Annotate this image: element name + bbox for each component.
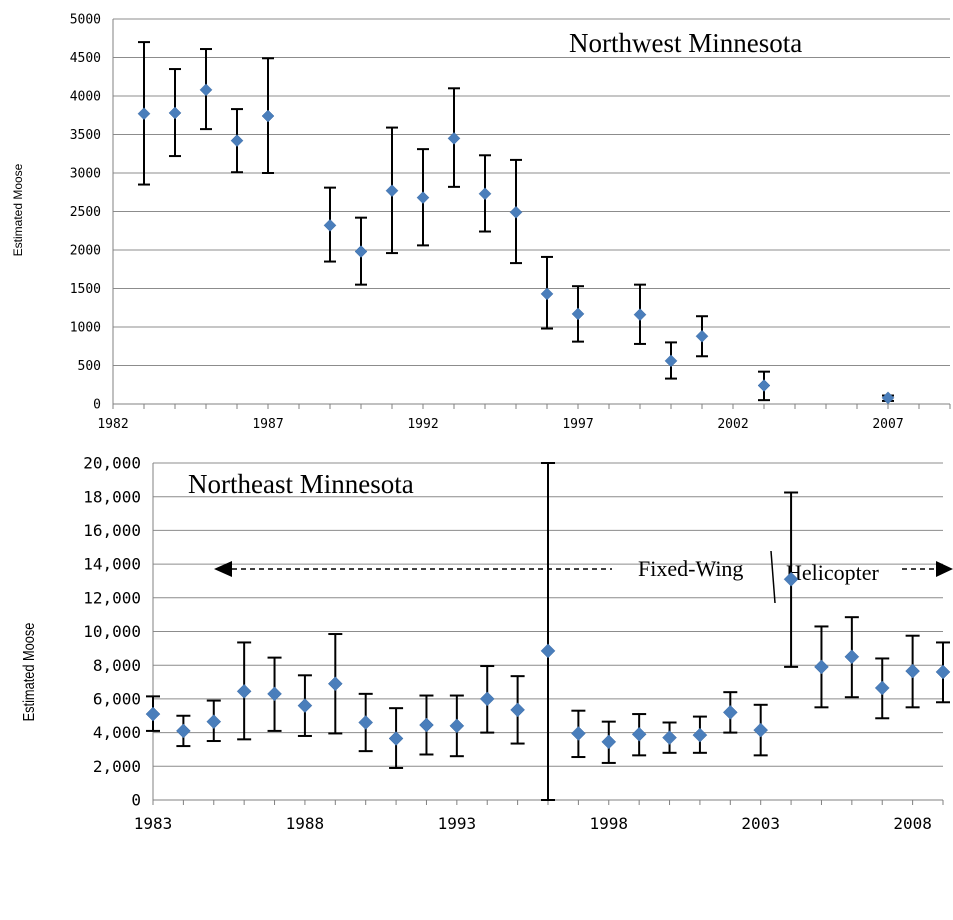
nw-data-point <box>509 205 523 219</box>
northwest-chart: 0 500 1000 1500 2000 2500 3000 3500 4000 4500 5000… <box>11 13 951 432</box>
ne-y-tick-label: 8,000 <box>93 656 141 675</box>
method-divider-line <box>770 550 776 604</box>
right-arrowhead <box>936 561 953 577</box>
nw-x-tick-labels: 1982 1987 1992 1997 2002 2007 <box>97 417 903 432</box>
ne-y-tick-label: 12,000 <box>83 588 141 607</box>
nw-data-point <box>757 379 771 392</box>
nw-x-tick-label: 1992 <box>407 417 438 432</box>
ne-y-tick-label: 14,000 <box>83 555 141 574</box>
nw-y-tick-label: 0 <box>93 398 101 413</box>
nw-data-point <box>137 107 151 121</box>
ne-y-tick-label: 0 <box>131 791 141 810</box>
fixed-wing-label: Fixed-Wing <box>638 556 743 581</box>
ne-y-tick-label: 4,000 <box>93 723 141 742</box>
nw-x-tick-label: 1982 <box>97 417 128 432</box>
ne-data-marks <box>145 462 951 801</box>
ne-data-point <box>510 702 525 718</box>
ne-survey-method-annotation: Fixed-Wing Helicopter <box>214 550 953 604</box>
nw-data-point <box>447 131 461 145</box>
ne-y-tick-label: 20,000 <box>83 454 141 473</box>
nw-data-point <box>354 245 368 258</box>
ne-data-point <box>571 726 586 741</box>
nw-y-tick-label: 3000 <box>70 167 101 182</box>
nw-data-point <box>571 307 585 321</box>
nw-y-tick-label: 4500 <box>70 51 101 66</box>
ne-data-point <box>206 714 222 730</box>
ne-data-point <box>692 727 708 743</box>
nw-data-point <box>633 308 647 322</box>
ne-data-point <box>874 680 890 696</box>
ne-data-point <box>905 663 920 679</box>
nw-y-tick-label: 1000 <box>70 321 101 336</box>
nw-data-point <box>168 106 182 120</box>
ne-data-point <box>327 676 343 692</box>
ne-data-point <box>814 659 829 675</box>
nw-y-tick-label: 4000 <box>70 90 101 105</box>
ne-x-tick-label: 1988 <box>286 814 325 833</box>
nw-y-tick-label: 2000 <box>70 244 101 259</box>
nw-chart-title: Northwest Minnesota <box>569 28 802 58</box>
nw-data-point <box>261 109 275 123</box>
nw-y-tick-label: 3500 <box>70 128 101 143</box>
ne-data-point <box>631 726 647 742</box>
ne-x-tick-labels: 1983 1988 1993 1998 2003 2008 <box>134 814 932 833</box>
nw-data-point <box>664 354 678 368</box>
ne-y-tick-label: 16,000 <box>83 521 141 540</box>
ne-data-point <box>753 722 769 738</box>
nw-y-tick-label: 2500 <box>70 205 101 220</box>
nw-data-point <box>881 391 895 405</box>
nw-data-point <box>199 83 213 97</box>
ne-y-tick-label: 6,000 <box>93 690 141 709</box>
ne-y-tick-label: 18,000 <box>83 487 141 506</box>
ne-data-point <box>419 717 434 733</box>
ne-data-point <box>601 734 617 750</box>
ne-data-point <box>176 723 191 739</box>
nw-y-tick-labels: 0 500 1000 1500 2000 2500 3000 3500 4000 4500 5000 <box>70 13 101 413</box>
nw-x-tick-label: 1987 <box>252 417 283 432</box>
ne-y-tick-label: 2,000 <box>93 757 141 776</box>
ne-data-point <box>297 698 313 713</box>
nw-data-point <box>695 329 709 343</box>
helicopter-label: Helicopter <box>786 560 880 585</box>
ne-x-tick-label: 1998 <box>590 814 629 833</box>
ne-data-point <box>783 571 799 587</box>
nw-data-point <box>478 187 492 201</box>
ne-gridlines <box>152 462 944 805</box>
nw-y-tick-label: 500 <box>78 359 101 374</box>
ne-x-tick-label: 1993 <box>438 814 477 833</box>
ne-x-tick-label: 2003 <box>741 814 780 833</box>
nw-y-axis-label: Estimated Moose <box>11 163 25 256</box>
ne-y-axis-label: Estimated Moose <box>21 623 39 722</box>
nw-data-point <box>385 184 399 198</box>
ne-y-tick-label: 10,000 <box>83 622 141 641</box>
ne-data-point <box>722 705 738 720</box>
ne-chart-title: Northeast Minnesota <box>188 469 414 499</box>
nw-x-tick-label: 2007 <box>872 417 903 432</box>
nw-y-tick-label: 1500 <box>70 282 101 297</box>
ne-x-tick-label: 2008 <box>893 814 932 833</box>
ne-data-point <box>267 686 282 702</box>
nw-gridlines <box>112 18 951 409</box>
ne-data-point <box>449 718 465 734</box>
nw-data-point <box>323 219 337 232</box>
ne-y-tick-labels: 0 2,000 4,000 6,000 8,000 10,000 12,000 14,000 1… <box>83 454 141 810</box>
ne-data-point <box>388 731 404 746</box>
nw-x-tick-label: 1997 <box>562 417 593 432</box>
left-arrowhead <box>214 561 232 577</box>
ne-data-point <box>479 691 495 707</box>
nw-y-tick-label: 5000 <box>70 13 101 28</box>
ne-data-point <box>145 706 161 722</box>
nw-x-tick-label: 2002 <box>717 417 748 432</box>
ne-data-point <box>236 683 252 699</box>
nw-data-point <box>540 287 554 301</box>
nw-data-point <box>416 191 430 204</box>
ne-data-point <box>540 643 556 659</box>
ne-data-point <box>358 715 374 730</box>
ne-data-point <box>662 730 677 746</box>
nw-data-marks <box>137 41 895 405</box>
ne-x-tick-label: 1983 <box>134 814 173 833</box>
ne-data-point <box>844 649 860 665</box>
ne-data-point <box>935 664 951 680</box>
nw-data-point <box>230 134 244 148</box>
